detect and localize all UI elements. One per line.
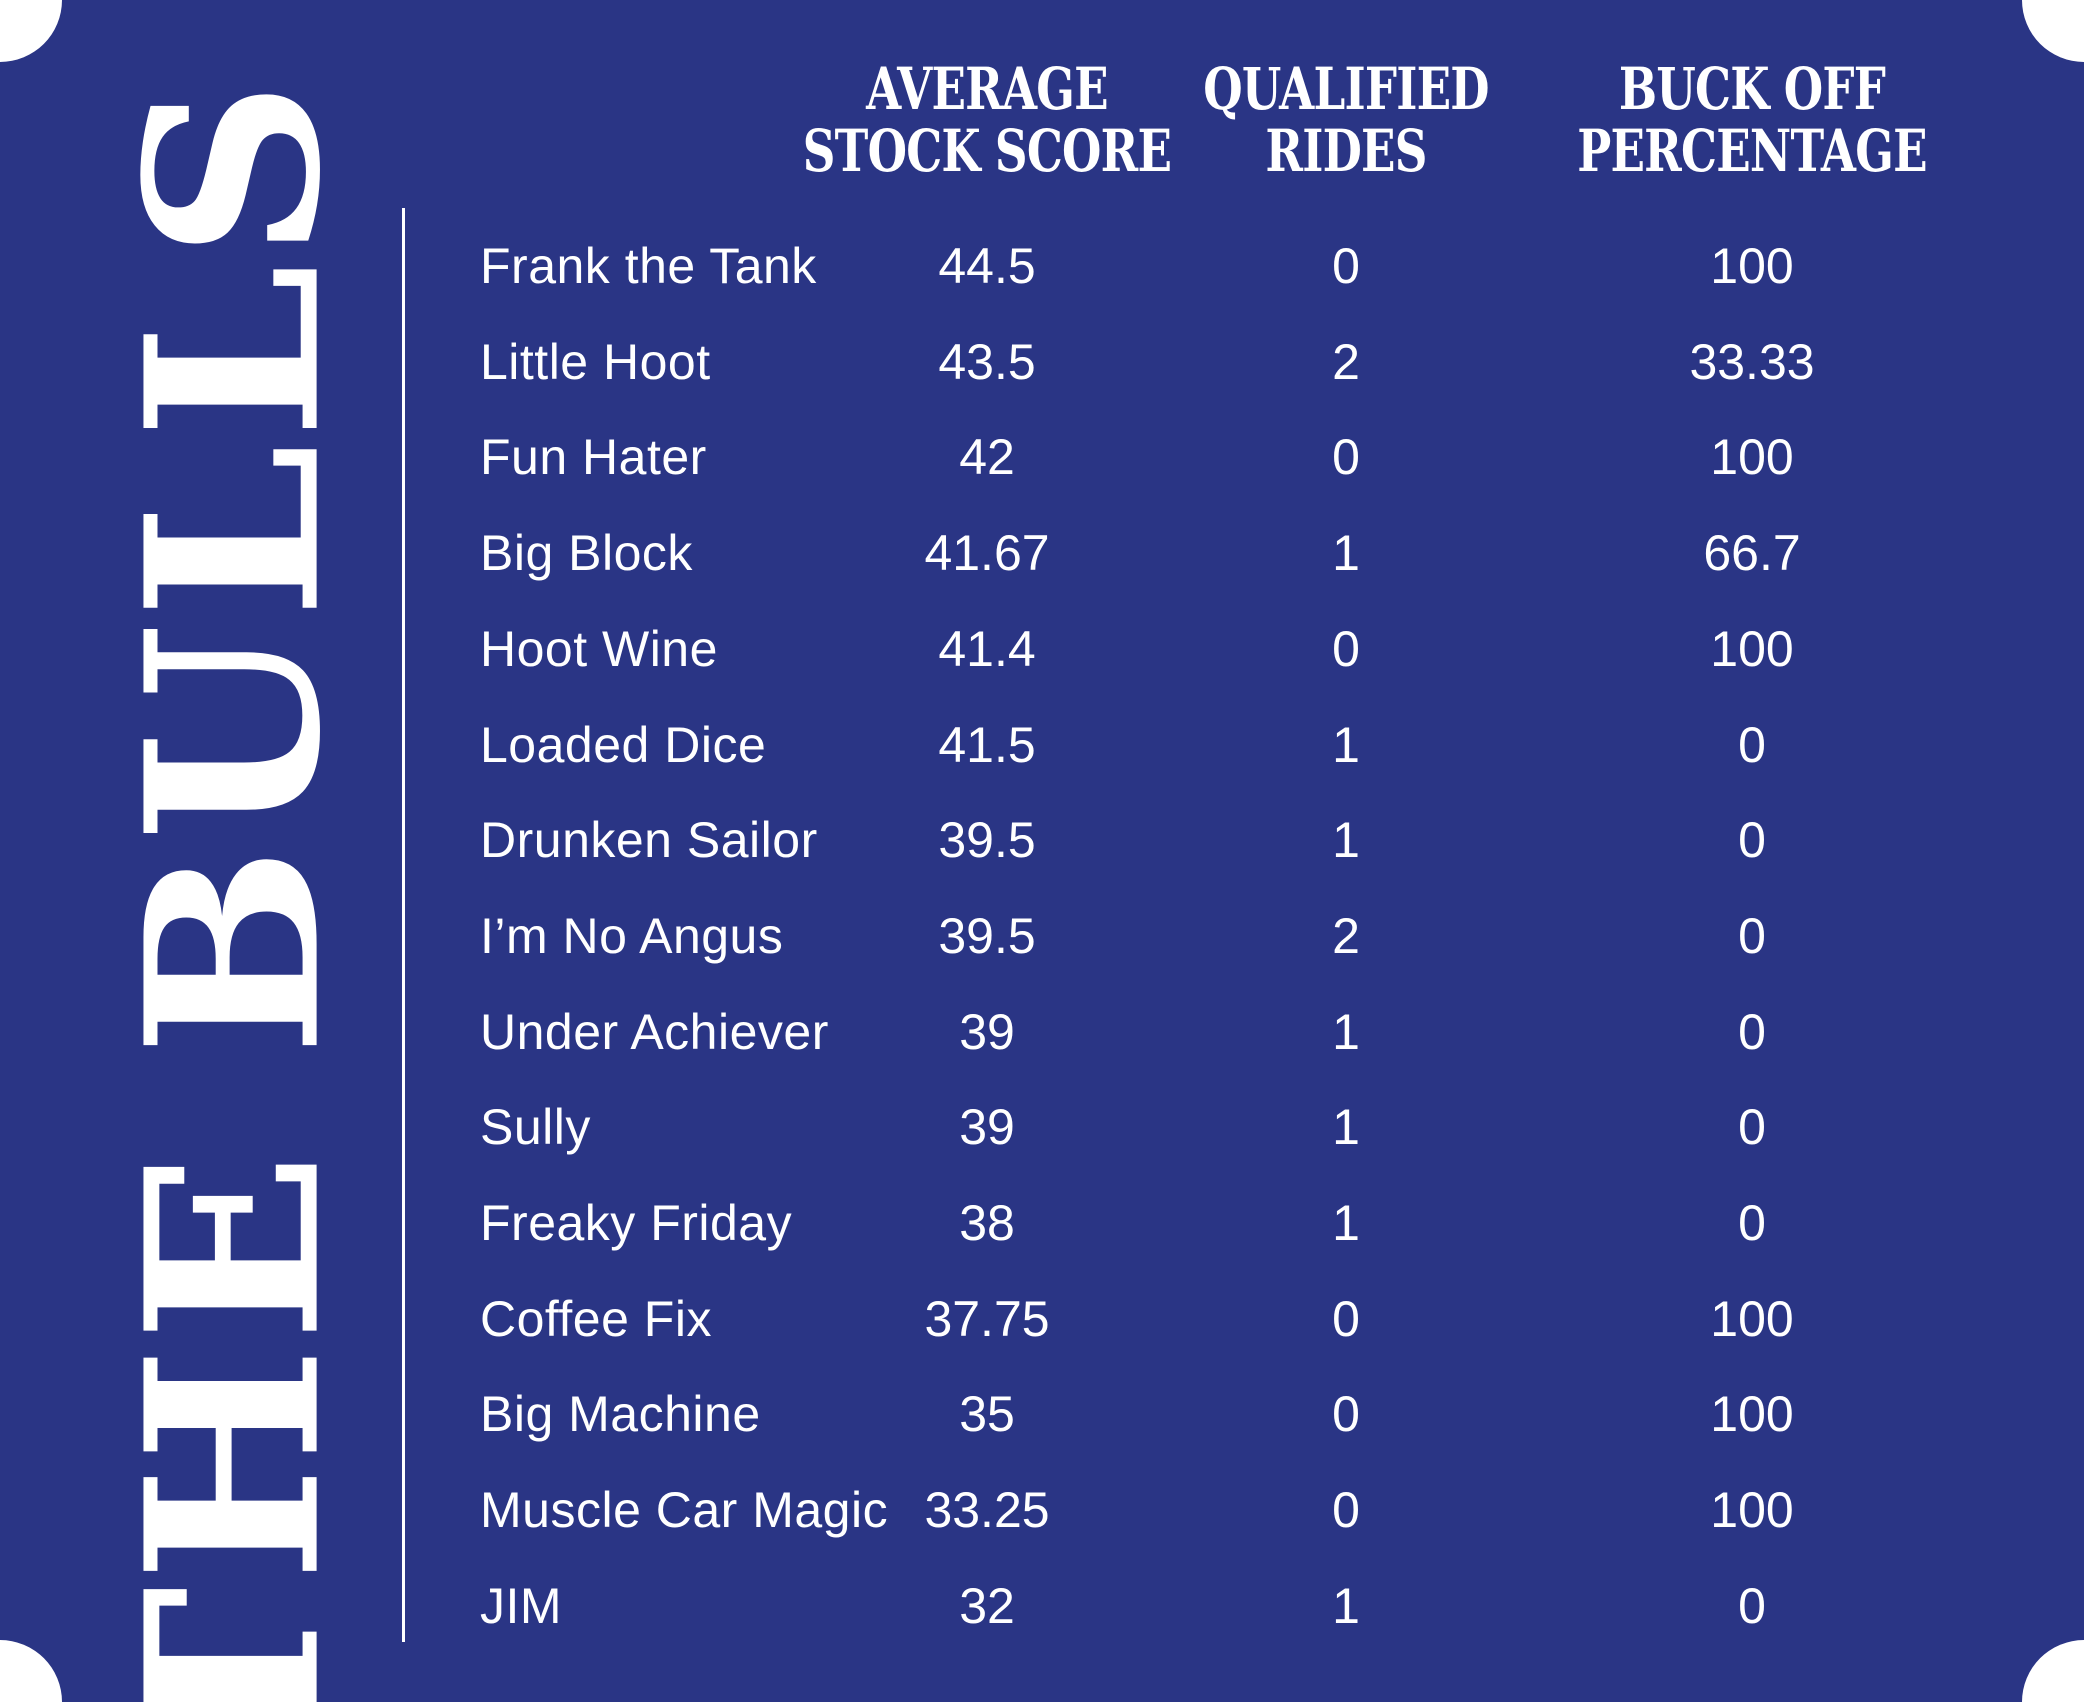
- buck-off-percentage: 100: [1710, 1290, 1794, 1347]
- bull-name: Big Block: [480, 525, 693, 582]
- table-row: Drunken Sailor 39.5 1 0: [0, 810, 2084, 870]
- corner-notch: [0, 0, 62, 62]
- average-stock-score: 42: [959, 429, 1015, 486]
- average-stock-score: 33.25: [924, 1482, 1050, 1539]
- page-title: THE BULLS: [93, 75, 373, 1702]
- buck-off-percentage: 100: [1710, 1386, 1794, 1443]
- average-stock-score: 41.4: [938, 620, 1036, 677]
- vertical-divider: [402, 208, 405, 1642]
- qualified-rides: 1: [1332, 1577, 1360, 1634]
- table-row: Big Block 41.67 1 66.7: [0, 523, 2084, 583]
- table-row: Under Achiever 39 1 0: [0, 1002, 2084, 1062]
- bull-name: Fun Hater: [480, 429, 707, 486]
- header-line: BUCK OFF: [1618, 55, 1886, 123]
- header-line: AVERAGE: [866, 55, 1109, 123]
- qualified-rides: 2: [1332, 333, 1360, 390]
- bull-name: Big Machine: [480, 1386, 761, 1443]
- table-row: Muscle Car Magic 33.25 0 100: [0, 1480, 2084, 1540]
- bull-name: I’m No Angus: [480, 907, 784, 964]
- qualified-rides: 2: [1332, 907, 1360, 964]
- table-row: Little Hoot 43.5 2 33.33: [0, 332, 2084, 392]
- table-row: Hoot Wine 41.4 0 100: [0, 619, 2084, 679]
- average-stock-score: 38: [959, 1195, 1015, 1251]
- qualified-rides: 0: [1332, 620, 1360, 677]
- bull-name: Little Hoot: [480, 333, 711, 390]
- table-row: Big Machine 35 0 100: [0, 1384, 2084, 1444]
- qualified-rides: 1: [1332, 1195, 1360, 1251]
- buck-off-percentage: 100: [1710, 1482, 1794, 1539]
- qualified-rides: 1: [1332, 525, 1360, 582]
- table-row: JIM 32 1 0: [0, 1576, 2084, 1636]
- table-row: Fun Hater 42 0 100: [0, 427, 2084, 487]
- buck-off-percentage: 100: [1710, 238, 1794, 294]
- header-line: STOCK SCORE: [802, 117, 1172, 185]
- bull-name: JIM: [480, 1577, 563, 1634]
- qualified-rides: 1: [1332, 1099, 1360, 1156]
- average-stock-score: 43.5: [938, 333, 1036, 390]
- header-line: RIDES: [1265, 117, 1427, 185]
- average-stock-score: 37.75: [924, 1290, 1050, 1347]
- bull-name: Loaded Dice: [480, 716, 767, 773]
- header-average-stock-score: AVERAGE STOCK SCORE: [751, 58, 1223, 182]
- qualified-rides: 1: [1332, 716, 1360, 773]
- qualified-rides: 0: [1332, 429, 1360, 486]
- qualified-rides: 0: [1332, 1482, 1360, 1539]
- bull-name: Muscle Car Magic: [480, 1482, 889, 1539]
- average-stock-score: 41.67: [924, 525, 1050, 582]
- table-row: Coffee Fix 37.75 0 100: [0, 1289, 2084, 1349]
- corner-notch: [0, 1640, 62, 1702]
- table-row: Sully 39 1 0: [0, 1097, 2084, 1157]
- buck-off-percentage: 0: [1738, 716, 1766, 773]
- page-title-text: THE BULLS: [93, 75, 373, 1702]
- bull-name: Freaky Friday: [480, 1195, 793, 1251]
- header-line: PERCENTAGE: [1577, 117, 1927, 185]
- qualified-rides: 1: [1332, 1003, 1360, 1060]
- table-row: Frank the Tank 44.5 0 100: [0, 236, 2084, 296]
- buck-off-percentage: 66.7: [1703, 525, 1801, 582]
- bull-name: Coffee Fix: [480, 1290, 712, 1347]
- buck-off-percentage: 0: [1738, 1577, 1766, 1634]
- bull-name: Hoot Wine: [480, 620, 718, 677]
- buck-off-percentage: 0: [1738, 907, 1766, 964]
- bull-name: Sully: [480, 1099, 591, 1156]
- bull-name: Frank the Tank: [480, 238, 817, 294]
- qualified-rides: 0: [1332, 1386, 1360, 1443]
- buck-off-percentage: 0: [1738, 1099, 1766, 1156]
- average-stock-score: 39: [959, 1099, 1015, 1156]
- table-row: I’m No Angus 39.5 2 0: [0, 906, 2084, 966]
- average-stock-score: 39: [959, 1003, 1015, 1060]
- average-stock-score: 39.5: [938, 812, 1036, 869]
- average-stock-score: 41.5: [938, 716, 1036, 773]
- average-stock-score: 39.5: [938, 907, 1036, 964]
- buck-off-percentage: 33.33: [1689, 333, 1815, 390]
- buck-off-percentage: 100: [1710, 429, 1794, 486]
- table-row: Loaded Dice 41.5 1 0: [0, 715, 2084, 775]
- header-qualified-rides: QUALIFIED RIDES: [1163, 58, 1529, 182]
- average-stock-score: 32: [959, 1577, 1015, 1634]
- buck-off-percentage: 0: [1738, 1003, 1766, 1060]
- bull-name: Under Achiever: [480, 1003, 829, 1060]
- buck-off-percentage: 0: [1738, 1195, 1766, 1251]
- average-stock-score: 44.5: [938, 238, 1036, 294]
- header-line: QUALIFIED: [1203, 55, 1489, 123]
- corner-notch: [2022, 1640, 2084, 1702]
- table-row: Freaky Friday 38 1 0: [0, 1193, 2084, 1253]
- qualified-rides: 1: [1332, 812, 1360, 869]
- qualified-rides: 0: [1332, 1290, 1360, 1347]
- corner-notch: [2022, 0, 2084, 62]
- qualified-rides: 0: [1332, 238, 1360, 294]
- buck-off-percentage: 0: [1738, 812, 1766, 869]
- bull-name: Drunken Sailor: [480, 812, 818, 869]
- header-buck-off-percentage: BUCK OFF PERCENTAGE: [1528, 58, 1976, 182]
- average-stock-score: 35: [959, 1386, 1015, 1443]
- buck-off-percentage: 100: [1710, 620, 1794, 677]
